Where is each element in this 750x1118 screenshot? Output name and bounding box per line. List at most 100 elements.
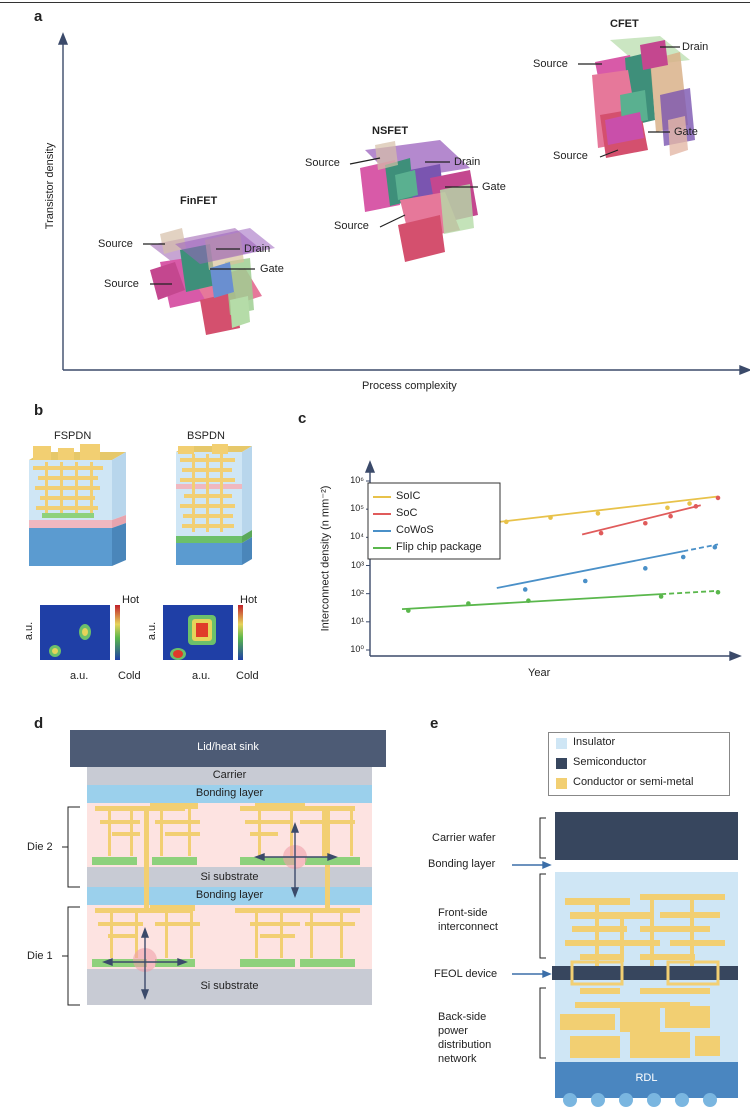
fit-line	[496, 550, 684, 589]
legend-entry: Flip chip package	[396, 541, 482, 553]
series-soic	[487, 495, 719, 525]
die2-label: Die 2	[27, 841, 53, 853]
data-point	[687, 501, 692, 506]
finfet-device	[150, 228, 275, 335]
si-block-2	[87, 867, 372, 887]
bspdn-heatmap	[163, 605, 233, 660]
data-point	[466, 601, 471, 606]
bspdn-cold: Cold	[236, 670, 259, 682]
legend-conductor-swatch	[556, 778, 567, 789]
legend-swatch	[373, 496, 391, 498]
series-soc	[581, 495, 721, 536]
data-point	[658, 594, 664, 599]
series-flip-chip-package	[401, 589, 721, 613]
legend-entry: SoC	[396, 507, 418, 519]
legend-conductor: Conductor or semi-metal	[573, 776, 694, 788]
legend-swatch	[373, 547, 391, 549]
heat-arrows	[102, 822, 338, 1000]
feol-layer	[552, 966, 738, 980]
bspdn-au-x: a.u.	[192, 670, 211, 682]
data-point	[548, 515, 553, 520]
fspdn-au-x: a.u.	[70, 670, 89, 682]
frontside-wiring	[565, 894, 725, 966]
bonding-layer-label: Bonding layer	[428, 858, 496, 870]
data-point	[665, 505, 670, 511]
data-point	[406, 608, 411, 613]
data-point	[712, 544, 718, 550]
bspdn-title: BSPDN	[187, 430, 225, 442]
panel-c-label: c	[298, 410, 307, 427]
fspdn-cold: Cold	[118, 670, 141, 682]
data-point	[715, 495, 721, 501]
feol-contacts	[570, 960, 720, 986]
panel-a-axes	[57, 32, 750, 376]
projection-line	[661, 589, 719, 596]
finfet-gate: Gate	[260, 263, 284, 275]
data-point	[582, 578, 588, 584]
panel-e-brackets	[539, 817, 546, 1059]
nsfet-source-2: Source	[334, 220, 369, 232]
die1-label: Die 1	[27, 950, 53, 962]
cfet-gate: Gate	[674, 126, 698, 138]
top-rule	[0, 2, 750, 3]
si-label-2: Si substrate	[200, 871, 259, 883]
data-point	[526, 598, 531, 604]
legend-semiconductor: Semiconductor	[573, 756, 647, 768]
x-axis-label: Process complexity	[362, 380, 457, 392]
data-point	[643, 520, 648, 526]
carrier-wafer-block	[555, 812, 738, 860]
data-point	[503, 519, 509, 525]
nsfet-source-1: Source	[305, 157, 340, 169]
nsfet-drain: Drain	[454, 156, 481, 168]
carrier-block	[87, 767, 372, 785]
legend-semiconductor-swatch	[556, 758, 567, 769]
nsfet-gate: Gate	[482, 181, 506, 193]
legend-swatch	[373, 513, 391, 515]
bonding-label-1: Bonding layer	[195, 787, 264, 799]
fit-line	[581, 505, 697, 536]
fspdn-hot: Hot	[122, 594, 140, 606]
cfet-source-1: Source	[533, 58, 568, 70]
projection-line	[683, 543, 719, 553]
legend-insulator: Insulator	[573, 736, 616, 748]
series-cowos	[496, 543, 719, 592]
front-side-label: Front-side interconnect	[438, 907, 498, 933]
bspdn-block	[176, 444, 252, 565]
bumps	[563, 1093, 717, 1107]
data-point	[643, 566, 648, 571]
finfet-drain: Drain	[244, 243, 271, 255]
legend-entry: CoWoS	[396, 524, 434, 536]
panel-b-label: b	[34, 402, 44, 419]
feol-label: FEOL device	[434, 968, 498, 980]
panel-e-label: e	[430, 715, 439, 732]
cfet-source-2: Source	[553, 150, 588, 162]
data-point	[680, 554, 686, 560]
legend-insulator-swatch	[556, 738, 567, 749]
backside-wiring	[560, 988, 720, 1058]
panel-e-arrows	[512, 860, 552, 979]
data-point	[522, 587, 528, 592]
si-block-1	[87, 969, 372, 1005]
lid-label: Lid/heat sink	[197, 741, 259, 753]
fit-line	[487, 495, 719, 525]
fspdn-heatmap	[40, 605, 110, 660]
legend-box	[548, 732, 730, 796]
finfet-title: FinFET	[180, 195, 218, 207]
lid-block	[70, 730, 386, 767]
y-tick-label: 10³	[350, 559, 364, 570]
data-point	[598, 530, 604, 536]
backside-label: Back-side power distribution network	[438, 1011, 492, 1065]
panel-a-leaders	[143, 46, 680, 285]
fspdn-block	[29, 444, 126, 566]
nsfet-title: NSFET	[372, 125, 409, 137]
legend-swatch	[373, 530, 391, 532]
panel-d-label: d	[34, 715, 44, 732]
cfet-title: CFET	[610, 18, 639, 30]
chart-x-label: Year	[528, 667, 551, 679]
y-tick-label: 10⁵	[350, 503, 364, 514]
bonding-block-2	[87, 887, 372, 905]
